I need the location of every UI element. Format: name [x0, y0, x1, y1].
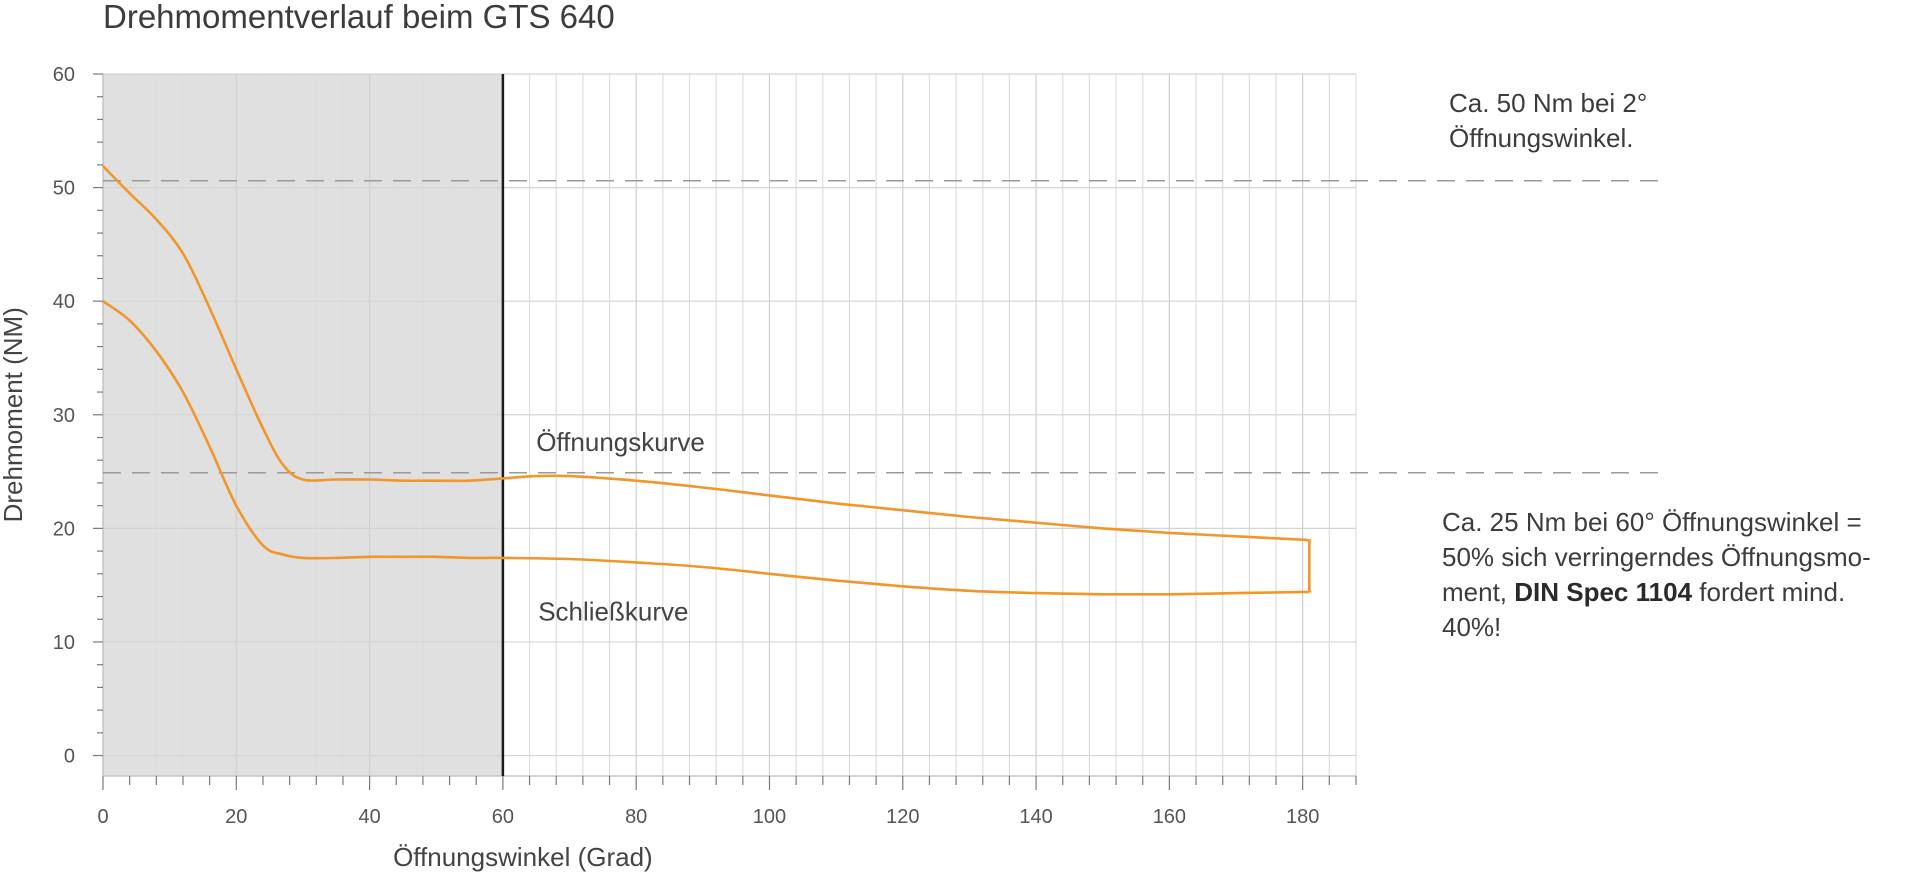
opening-curve [102, 165, 1312, 543]
y-tick-label: 20 [53, 518, 75, 540]
x-tick-label: 80 [625, 806, 647, 828]
note-25nm-line1: Ca. 25 Nm bei 60° Öffnungswinkel = [1442, 507, 1862, 537]
note-50nm-line1: Ca. 50 Nm bei 2° [1449, 88, 1648, 118]
y-tick-label: 10 [53, 632, 75, 654]
y-tick-label: 30 [53, 405, 75, 427]
note-25nm-line2: 50% sich verringerndes Öffnungsmo- [1442, 542, 1871, 572]
y-tick-label: 50 [53, 178, 75, 200]
note-50nm-line2: Öffnungswinkel. [1449, 123, 1634, 153]
gridlines [102, 73, 1357, 776]
y-tick-label: 40 [53, 291, 75, 313]
shaded-region [103, 74, 503, 776]
x-tick-label: 60 [492, 806, 514, 828]
y-axis-label: Drehmoment (NM) [0, 307, 28, 522]
note-25nm-line3: ment, DIN Spec 1104 fordert mind. [1442, 575, 1871, 610]
chart-title: Drehmomentverlauf beim GTS 640 [103, 0, 615, 35]
note-25nm-line3-post: fordert mind. [1692, 577, 1846, 607]
x-tick-label: 160 [1153, 806, 1186, 828]
note-25nm-line4: 40%! [1442, 612, 1502, 642]
din-spec-label: DIN Spec 1104 [1514, 577, 1693, 607]
x-tick-label: 20 [225, 806, 247, 828]
x-tick-label: 0 [97, 806, 108, 828]
opening-curve-label: Öffnungskurve [536, 427, 705, 457]
closing-curve [102, 300, 1312, 596]
x-tick-label: 140 [1019, 806, 1052, 828]
note-50nm: Ca. 50 Nm bei 2° Öffnungswinkel. [1449, 86, 1647, 156]
closing-curve-label: Schließkurve [538, 596, 688, 626]
x-tick-label: 100 [753, 806, 786, 828]
x-tick-label: 40 [358, 806, 380, 828]
x-tick-label: 120 [886, 806, 919, 828]
y-tick-label: 0 [64, 746, 75, 768]
x-tick-label: 180 [1286, 806, 1319, 828]
x-axis-label: Öffnungswinkel (Grad) [393, 842, 653, 872]
note-25nm-line3-pre: ment, [1442, 577, 1515, 607]
y-tick-label: 60 [53, 64, 75, 86]
note-25nm: Ca. 25 Nm bei 60° Öffnungswinkel = 50% s… [1442, 505, 1871, 645]
